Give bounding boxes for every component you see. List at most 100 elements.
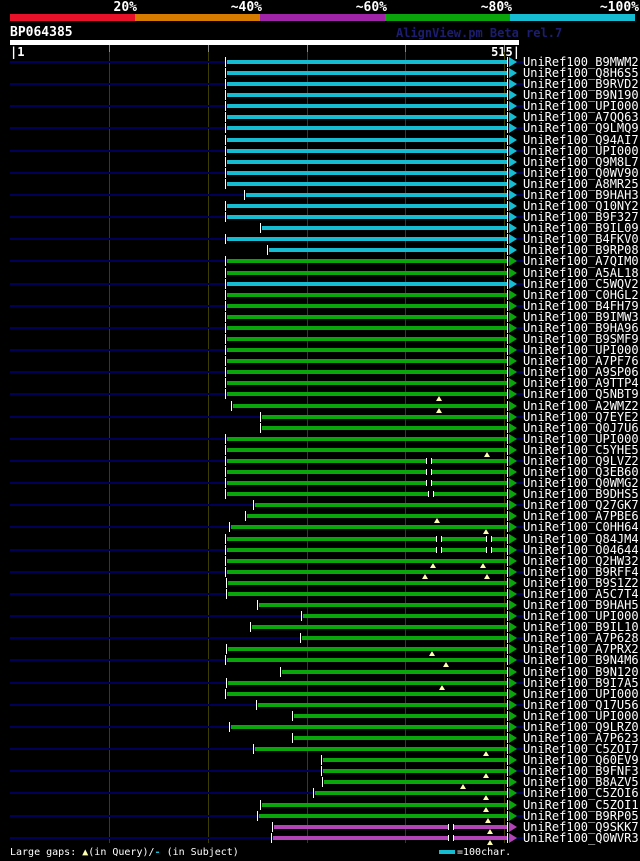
subject-label[interactable]: UniRef100_UPI000..: [523, 343, 640, 357]
alignment-bar[interactable]: [273, 836, 507, 840]
alignment-bar[interactable]: [227, 60, 507, 64]
alignment-bar[interactable]: [228, 581, 507, 585]
alignment-bar[interactable]: [227, 537, 507, 541]
alignment-bar[interactable]: [262, 426, 507, 430]
alignment-bar[interactable]: [227, 448, 507, 452]
alignment-bar[interactable]: [227, 204, 507, 208]
subject-label[interactable]: UniRef100_UPI000..: [523, 432, 640, 446]
alignment-bar[interactable]: [227, 559, 507, 563]
alignment-bar[interactable]: [255, 503, 507, 507]
alignment-bar[interactable]: [227, 160, 507, 164]
subject-label[interactable]: UniRef100_B9RP08: [523, 243, 639, 257]
alignment-bar[interactable]: [227, 182, 507, 186]
alignment-bar[interactable]: [228, 681, 507, 685]
subject-label[interactable]: UniRef100_B8AZV5: [523, 775, 639, 789]
alignment-bar[interactable]: [255, 747, 507, 751]
subject-label[interactable]: UniRef100_Q0WV90: [523, 166, 639, 180]
subject-label[interactable]: UniRef100_A2WMZ2: [523, 399, 639, 413]
alignment-bar[interactable]: [227, 570, 507, 574]
subject-label[interactable]: UniRef100_Q9LMQ9: [523, 121, 639, 135]
subject-label[interactable]: UniRef100_C0HGL2: [523, 288, 639, 302]
alignment-bar[interactable]: [259, 814, 507, 818]
alignment-bar[interactable]: [227, 692, 507, 696]
alignment-bar[interactable]: [262, 415, 507, 419]
subject-label[interactable]: UniRef100_B9N4M6: [523, 653, 639, 667]
subject-label[interactable]: UniRef100_UPI000..: [523, 709, 640, 723]
alignment-bar[interactable]: [227, 237, 507, 241]
alignment-bar[interactable]: [227, 481, 507, 485]
subject-label[interactable]: UniRef100_B9RVD2: [523, 77, 639, 91]
subject-label[interactable]: UniRef100_A7QQ63: [523, 110, 639, 124]
subject-label[interactable]: UniRef100_A7PRX2: [523, 642, 639, 656]
alignment-bar[interactable]: [231, 525, 507, 529]
alignment-bar[interactable]: [228, 647, 507, 651]
subject-label[interactable]: UniRef100_A7P623: [523, 731, 639, 745]
alignment-bar[interactable]: [294, 736, 507, 740]
alignment-bar[interactable]: [227, 171, 507, 175]
subject-label[interactable]: UniRef100_B9RP05: [523, 809, 639, 823]
subject-label[interactable]: UniRef100_B9N120: [523, 665, 639, 679]
subject-label[interactable]: UniRef100_A7P628: [523, 631, 639, 645]
alignment-bar[interactable]: [274, 825, 507, 829]
alignment-bar[interactable]: [228, 592, 507, 596]
alignment-bar[interactable]: [227, 71, 507, 75]
alignment-bar[interactable]: [252, 625, 507, 629]
subject-label[interactable]: UniRef100_B9SMF9: [523, 332, 639, 346]
subject-label[interactable]: UniRef100_B9HA96: [523, 321, 639, 335]
subject-label[interactable]: UniRef100_Q0J7U6: [523, 421, 639, 435]
alignment-bar[interactable]: [227, 658, 507, 662]
alignment-bar[interactable]: [227, 359, 507, 363]
alignment-bar[interactable]: [227, 271, 507, 275]
subject-label[interactable]: UniRef100_Q2HW32: [523, 554, 639, 568]
subject-label[interactable]: UniRef100_Q5NBT9: [523, 387, 639, 401]
subject-label[interactable]: UniRef100_B9HAH5: [523, 598, 639, 612]
subject-label[interactable]: UniRef100_UPI000..: [523, 99, 640, 113]
alignment-bar[interactable]: [227, 548, 507, 552]
subject-label[interactable]: UniRef100_UPI000..: [523, 144, 640, 158]
subject-label[interactable]: UniRef100_A9TTP4: [523, 376, 639, 390]
alignment-bar[interactable]: [227, 326, 507, 330]
alignment-bar[interactable]: [227, 315, 507, 319]
subject-label[interactable]: UniRef100_Q9SKK7: [523, 820, 639, 834]
alignment-bar[interactable]: [227, 115, 507, 119]
subject-label[interactable]: UniRef100_A9SP06: [523, 365, 639, 379]
alignment-bar[interactable]: [227, 259, 507, 263]
alignment-bar[interactable]: [227, 126, 507, 130]
subject-label[interactable]: UniRef100_Q0WVR3: [523, 831, 639, 845]
subject-label[interactable]: UniRef100_B4FH79: [523, 299, 639, 313]
subject-label[interactable]: UniRef100_B9IL09: [523, 221, 639, 235]
alignment-bar[interactable]: [231, 725, 507, 729]
subject-label[interactable]: UniRef100_B9MWM2: [523, 55, 639, 69]
subject-label[interactable]: UniRef100_C5YHE5: [523, 443, 639, 457]
subject-label[interactable]: UniRef100_C5ZOI7: [523, 742, 639, 756]
subject-label[interactable]: UniRef100_A8MR25: [523, 177, 639, 191]
subject-label[interactable]: UniRef100_A5C7T4: [523, 587, 639, 601]
subject-label[interactable]: UniRef100_B9S1Z2: [523, 576, 639, 590]
alignment-bar[interactable]: [227, 282, 507, 286]
alignment-bar[interactable]: [247, 514, 507, 518]
alignment-bar[interactable]: [227, 370, 507, 374]
subject-label[interactable]: UniRef100_UPI000..: [523, 687, 640, 701]
alignment-bar[interactable]: [227, 459, 507, 463]
alignment-bar[interactable]: [227, 149, 507, 153]
alignment-bar[interactable]: [315, 791, 507, 795]
alignment-bar[interactable]: [294, 714, 507, 718]
alignment-bar[interactable]: [269, 248, 507, 252]
subject-label[interactable]: UniRef100_A7PF76: [523, 354, 639, 368]
subject-label[interactable]: UniRef100_C5WQV2: [523, 277, 639, 291]
subject-label[interactable]: UniRef100_C5ZOI6: [523, 786, 639, 800]
subject-label[interactable]: UniRef100_B9F327: [523, 210, 639, 224]
subject-label[interactable]: UniRef100_B9IL10: [523, 620, 639, 634]
alignment-bar[interactable]: [302, 636, 507, 640]
alignment-bar[interactable]: [323, 769, 507, 773]
alignment-bar[interactable]: [258, 703, 507, 707]
alignment-bar[interactable]: [227, 392, 507, 396]
alignment-bar[interactable]: [324, 780, 507, 784]
alignment-bar[interactable]: [303, 614, 507, 618]
subject-label[interactable]: UniRef100_B4FKV0: [523, 232, 639, 246]
subject-label[interactable]: UniRef100_Q9LRZ0: [523, 720, 639, 734]
subject-label[interactable]: UniRef100_B9I7A5: [523, 676, 639, 690]
alignment-bar[interactable]: [227, 93, 507, 97]
subject-label[interactable]: UniRef100_B9HAH3: [523, 188, 639, 202]
subject-label[interactable]: UniRef100_Q9M8L7: [523, 155, 639, 169]
